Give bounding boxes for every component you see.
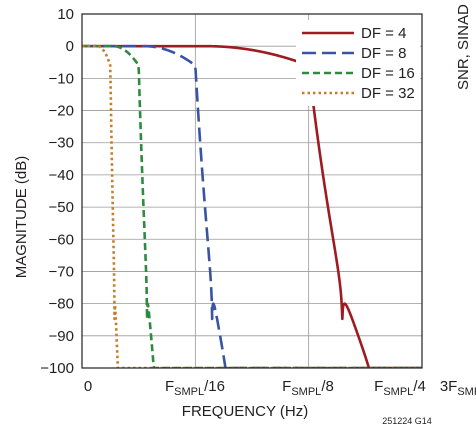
legend-label: DF = 16: [361, 65, 415, 82]
y-tick-label: −50: [49, 199, 74, 216]
x-tick-label: FSMPL/8: [282, 378, 334, 398]
grid: [82, 14, 422, 368]
y-tick-label: −80: [49, 296, 74, 313]
x-tick-label: FSMPL/4: [374, 378, 426, 398]
y-tick-label: −10: [49, 70, 74, 87]
y-tick-label: 0: [66, 38, 74, 55]
x-axis-ticks: 0 FSMPL/16 FSMPL/8 FSMPL/4 3FSMPL/16: [84, 378, 476, 398]
x-tick-label: FSMPL/16: [165, 378, 225, 398]
y-tick-label: 10: [57, 6, 74, 23]
legend: DF = 4 DF = 8 DF = 16 DF = 32: [296, 20, 420, 106]
series-line: [82, 44, 422, 368]
x-tick-label: 0: [84, 378, 92, 395]
plot-area: [82, 44, 422, 368]
x-tick-label: 3FSMPL/16: [440, 378, 476, 398]
legend-label: DF = 8: [361, 45, 406, 62]
series-line: [82, 44, 422, 368]
y-tick-label: −90: [49, 328, 74, 345]
y-tick-label: −20: [49, 103, 74, 120]
right-y-axis-title-cut: SNR, SINAD (dBFS): [455, 0, 472, 90]
legend-label: DF = 32: [361, 85, 415, 102]
y-tick-label: −30: [49, 135, 74, 152]
y-tick-label: −70: [49, 263, 74, 280]
y-tick-label: −100: [40, 360, 74, 377]
legend-label: DF = 4: [361, 25, 406, 42]
y-tick-label: −40: [49, 167, 74, 184]
y-axis-title: MAGNITUDE (dB): [13, 156, 30, 279]
x-axis-title: FREQUENCY (Hz): [182, 403, 308, 420]
y-axis-ticks: 10 0 −10 −20 −30 −40 −50 −60 −70 −80 −90 −100: [40, 6, 74, 377]
figure-id: 251224 G14: [382, 416, 432, 426]
legend-background: [296, 20, 420, 106]
plot-frame: [81, 13, 423, 369]
y-tick-label: −60: [49, 231, 74, 248]
